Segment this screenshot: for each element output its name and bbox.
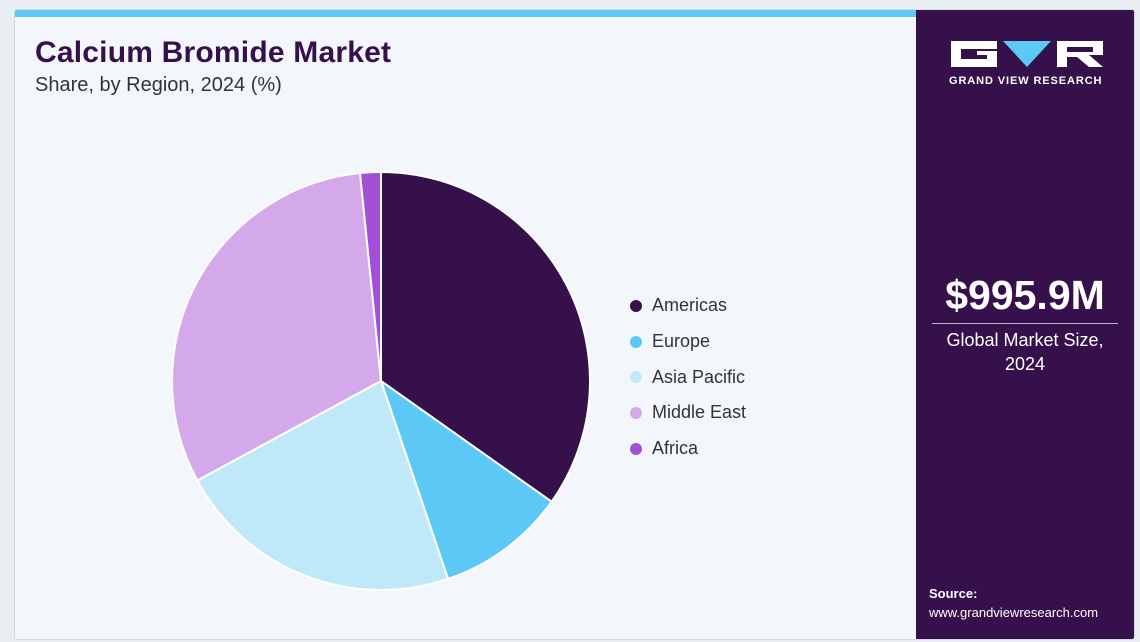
legend-item-asia-pacific: Asia Pacific [630,359,746,395]
legend-label: Middle East [652,402,747,423]
pie-slice-asia-pacific [195,379,450,591]
legend-marker [630,299,642,312]
legend-item-europe: Europe [630,324,746,360]
legend-label: Asia Pacific [652,366,746,387]
brand-logo: GRAND VIEW RESEARCH [949,39,1105,87]
legend-label: Americas [652,295,728,316]
legend-item-americas: Americas [630,288,746,324]
chart-legend: Americas Europe Asia Pacific Middle East Afr… [630,288,746,466]
legend-marker [630,335,642,348]
logo-text: GRAND VIEW RESEARCH [949,75,1103,87]
chart-card: Calcium Bromide Market Share, by Region,… [14,9,1135,640]
source-label: Source: [929,586,978,601]
chart-title: Calcium Bromide Market [35,36,392,69]
pie-slice-americas [380,170,591,504]
divider [932,323,1118,324]
source-link[interactable]: www.grandviewresearch.com [929,605,1099,620]
pie-slice-middle-east [171,171,383,482]
accent-bar [15,10,916,17]
market-size-label: Global Market Size, 2024 [946,330,1104,374]
legend-item-middle-east: Middle East [630,395,746,431]
legend-label: Europe [652,331,711,352]
legend-item-africa: Africa [630,431,746,467]
legend-marker [630,442,642,455]
legend-label: Africa [652,438,699,459]
pie-slice-europe [379,378,554,581]
market-size-value: $995.9M [945,272,1105,318]
pie-slice-africa [358,170,382,382]
legend-marker [630,406,642,419]
chart-subtitle: Share, by Region, 2024 (%) [35,74,282,96]
info-panel: GRAND VIEW RESEARCH $995.9M Global Marke… [916,10,1134,639]
gvr-logo-icon [951,41,1103,67]
pie-chart [171,170,591,591]
legend-marker [630,371,642,384]
